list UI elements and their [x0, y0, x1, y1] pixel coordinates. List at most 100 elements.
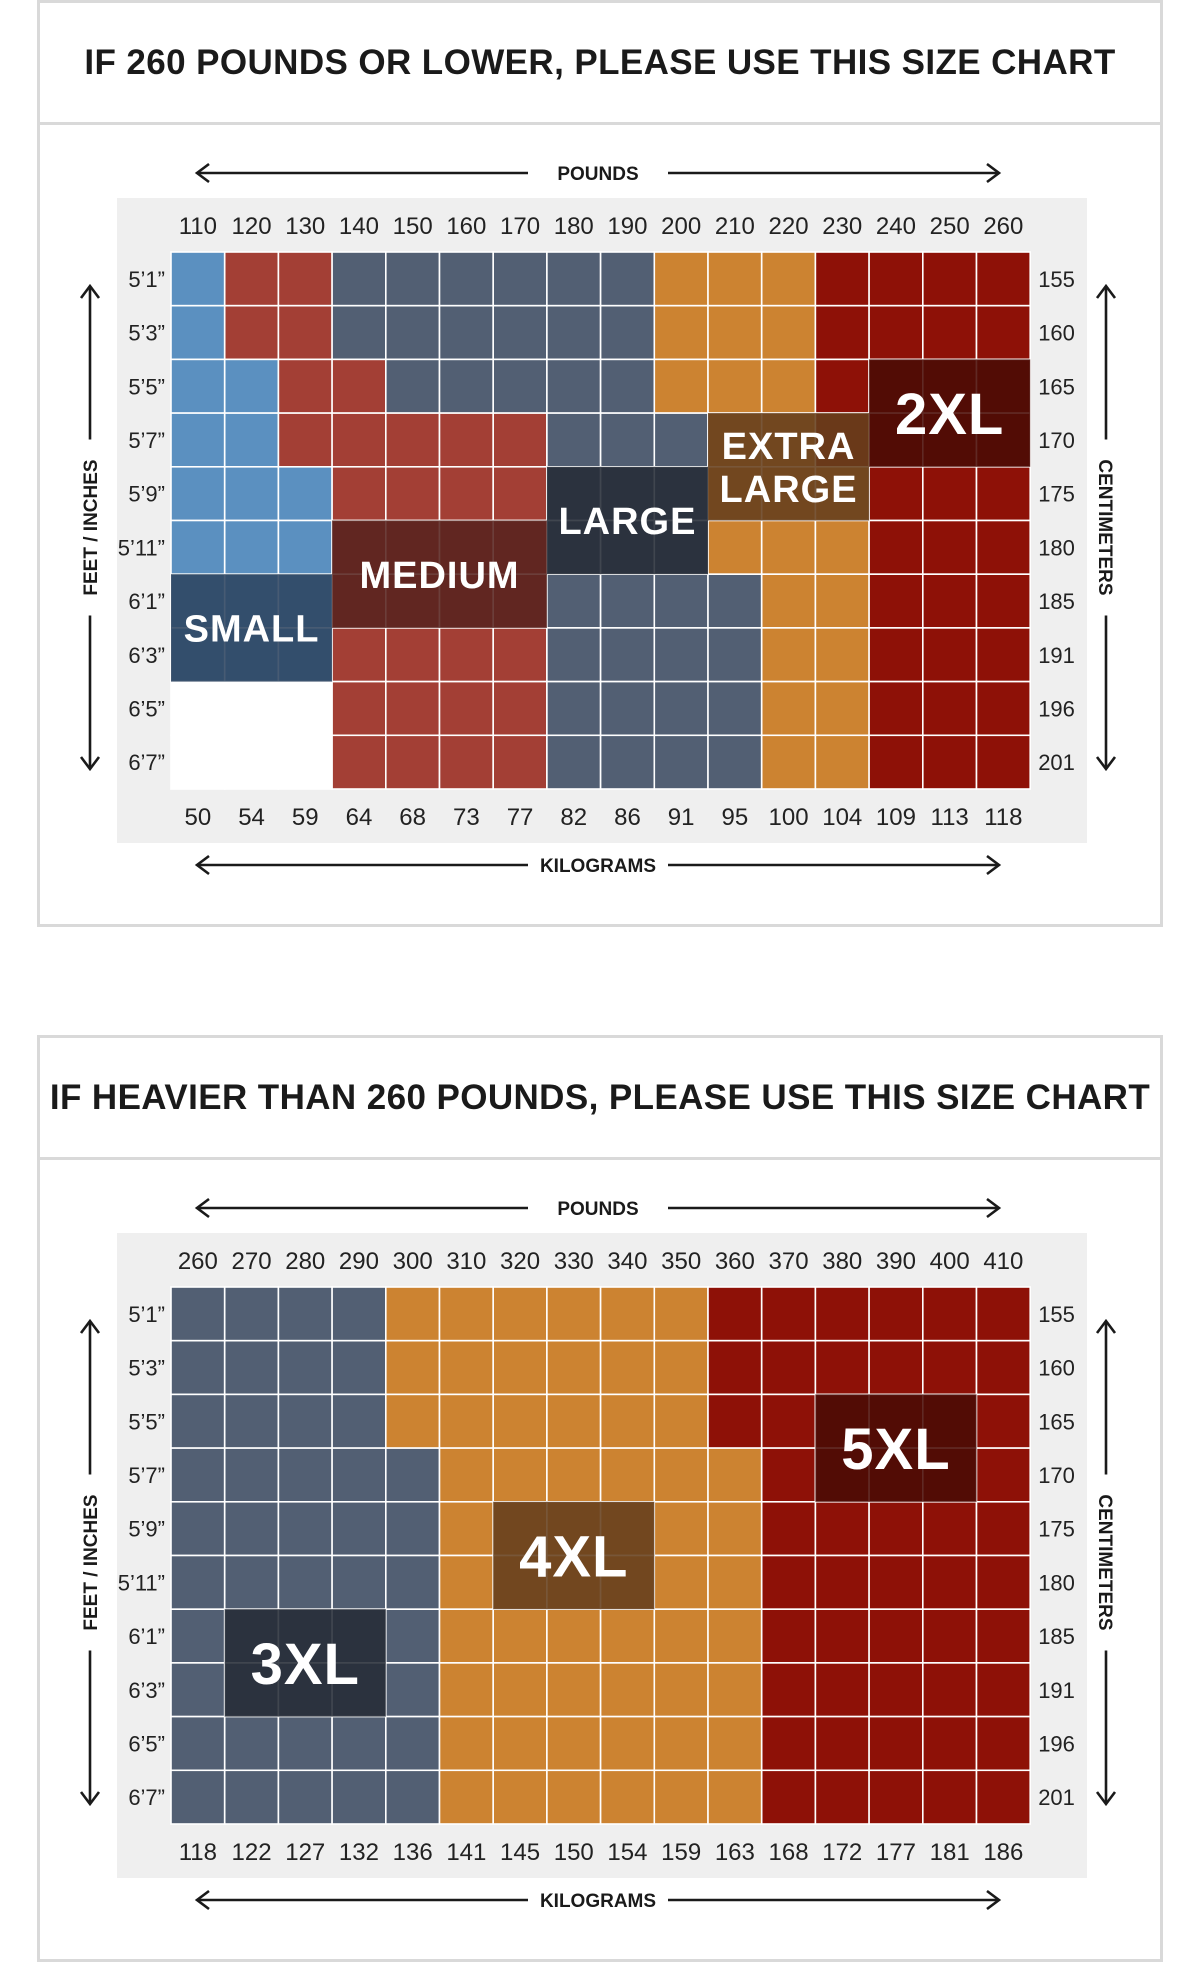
- size-cell-5xl: [975, 1769, 1032, 1825]
- size-cell-xl: [760, 251, 817, 307]
- size-cell-s: [170, 412, 226, 468]
- size-cell-4xl: [438, 1608, 495, 1664]
- left-tick-strip: [117, 1287, 171, 1824]
- size-cell-5xl: [868, 1554, 924, 1611]
- pounds-tick-label: 220: [769, 213, 809, 240]
- kilograms-tick-label: 141: [446, 1839, 486, 1866]
- size-cell-m: [438, 465, 495, 522]
- size-cell-5xl: [921, 1769, 978, 1825]
- pounds-tick-label: 150: [393, 213, 433, 240]
- size-cell-2xl: [975, 465, 1032, 522]
- size-cell-xl: [707, 304, 763, 361]
- size-cell-4xl: [546, 1608, 602, 1664]
- size-cell-4xl: [384, 1393, 441, 1449]
- size-cell-4xl: [492, 1715, 548, 1772]
- size-cell-3xl: [277, 1393, 333, 1449]
- centimeter-tick-label: 155: [1038, 1302, 1075, 1327]
- pounds-arrowhead-left: [194, 1197, 210, 1219]
- height-tick-label: 5’7”: [128, 428, 165, 453]
- size-cell-3xl: [170, 1769, 226, 1825]
- kilograms-tick-label: 50: [184, 804, 211, 831]
- size-cell-l: [438, 251, 495, 307]
- pounds-arrowhead-right: [986, 1197, 1002, 1219]
- size-cell-5xl: [760, 1447, 817, 1503]
- size-cell-4xl: [438, 1662, 495, 1718]
- size-cell-xl: [760, 304, 817, 361]
- pounds-arrowhead-left: [194, 162, 210, 184]
- size-cell-3xl: [331, 1715, 387, 1772]
- kilograms-tick-label: 82: [560, 804, 587, 831]
- size-label-4xl: 4XL: [519, 1524, 628, 1589]
- height-tick-label: 5’7”: [128, 1463, 165, 1488]
- size-cell-l: [546, 680, 602, 737]
- pounds-tick-label: 140: [339, 213, 379, 240]
- size-label-box-4xl: [493, 1501, 655, 1610]
- pounds-tick-label: 320: [500, 1248, 540, 1275]
- size-cell-3xl: [170, 1393, 226, 1449]
- size-cell-3xl: [277, 1715, 333, 1772]
- size-cell-4xl: [438, 1715, 495, 1772]
- size-cell-3xl: [384, 1500, 441, 1557]
- size-cell-3xl: [223, 1554, 280, 1611]
- centimeters-arrowhead-top: [1095, 283, 1117, 299]
- size-cell-xl: [760, 358, 817, 414]
- size-cell-4xl: [653, 1554, 709, 1611]
- size-cell-l: [599, 304, 656, 361]
- height-tick-label: 6’5”: [128, 696, 165, 721]
- size-cell-xl: [653, 251, 709, 307]
- centimeter-tick-label: 160: [1038, 1356, 1075, 1381]
- pounds-tick-label: 300: [393, 1248, 433, 1275]
- pounds-tick-label: 360: [715, 1248, 755, 1275]
- size-cell-3xl: [170, 1500, 226, 1557]
- size-cell-3xl: [277, 1286, 333, 1342]
- kilograms-tick-label: 127: [285, 1839, 325, 1866]
- size-cell-5xl: [868, 1339, 924, 1396]
- size-cell-4xl: [546, 1662, 602, 1718]
- size-cell-4xl: [599, 1769, 656, 1825]
- size-cell-2xl: [868, 573, 924, 629]
- size-cell-2xl: [868, 680, 924, 737]
- size-cell-l: [546, 358, 602, 414]
- size-cell-l: [653, 412, 709, 468]
- size-cell-l: [546, 412, 602, 468]
- centimeter-tick-label: 165: [1038, 1409, 1075, 1434]
- height-tick-label: 5’1”: [128, 1302, 165, 1327]
- size-cell-m: [223, 251, 280, 307]
- height-tick-label: 6’7”: [128, 1785, 165, 1810]
- empty-cell: [223, 680, 280, 737]
- size-cell-2xl: [921, 304, 978, 361]
- size-cell-3xl: [277, 1339, 333, 1396]
- size-cell-3xl: [384, 1769, 441, 1825]
- size-cell-4xl: [546, 1715, 602, 1772]
- centimeters-axis-label: CENTIMETERS: [1094, 459, 1115, 595]
- size-cell-m: [438, 680, 495, 737]
- bottom-tick-strip: [117, 1824, 1087, 1878]
- size-chart-graphic: 260 270 280 290 300 310 320 330 340 350 360 370 380 3…: [79, 1197, 1117, 1912]
- size-cell-l: [707, 734, 763, 790]
- height-tick-label: 6’1”: [128, 1624, 165, 1649]
- size-cell-4xl: [653, 1769, 709, 1825]
- size-cell-4xl: [492, 1393, 548, 1449]
- size-cell-l: [546, 251, 602, 307]
- pounds-tick-label: 230: [822, 213, 862, 240]
- centimeter-tick-label: 170: [1038, 428, 1075, 453]
- kilograms-arrowhead-left: [194, 854, 210, 876]
- size-cell-s: [223, 519, 280, 576]
- size-cell-4xl: [599, 1608, 656, 1664]
- size-cell-4xl: [546, 1447, 602, 1503]
- size-cell-3xl: [223, 1769, 280, 1825]
- size-cell-4xl: [653, 1715, 709, 1772]
- size-cell-2xl: [868, 519, 924, 576]
- pounds-arrowhead-right: [986, 162, 1002, 184]
- size-cell-5xl: [975, 1715, 1032, 1772]
- feet-inches-arrowhead-top: [79, 1318, 101, 1334]
- size-label-box-2xl: [869, 359, 1031, 467]
- top-tick-strip: [117, 198, 1087, 252]
- size-cell-2xl: [814, 251, 870, 307]
- kilograms-tick-label: 118: [984, 804, 1022, 831]
- pounds-tick-label: 250: [930, 213, 970, 240]
- size-cell-2xl: [921, 627, 978, 683]
- size-cell-s: [223, 358, 280, 414]
- pounds-tick-label: 340: [607, 1248, 647, 1275]
- pounds-tick-label: 380: [822, 1248, 862, 1275]
